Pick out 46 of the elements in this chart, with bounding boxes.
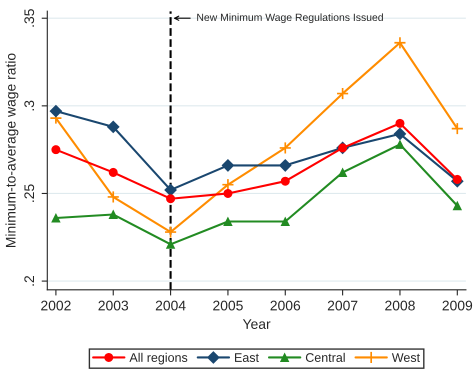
x-tick-label: 2003: [98, 300, 128, 310]
x-tick-label: 2005: [213, 300, 243, 310]
point: [223, 216, 232, 226]
point: [164, 184, 177, 196]
point: [336, 87, 350, 100]
y-tick-label: .25: [24, 184, 34, 202]
point: [51, 213, 60, 223]
y-tick-label: .2: [24, 276, 34, 286]
x-tick-label: 2007: [328, 300, 358, 310]
point: [450, 122, 464, 136]
x-tick-label: 2006: [270, 300, 300, 310]
point: [394, 128, 406, 140]
x-tick-label: 2008: [385, 300, 415, 310]
legend-label: West: [392, 353, 420, 362]
point: [278, 142, 292, 154]
x-tick-label: 2004: [156, 300, 186, 310]
point: [107, 120, 120, 134]
point: [108, 210, 118, 220]
x-tick-label: 2009: [442, 300, 472, 310]
point: [222, 159, 234, 172]
point: [164, 226, 177, 238]
y-tick-label: .35: [24, 9, 34, 27]
point: [280, 216, 290, 226]
point: [166, 240, 176, 249]
point: [279, 159, 292, 172]
point: [50, 104, 62, 118]
point: [223, 188, 232, 198]
y-axis-title: Minimum-to-average wage ratio: [5, 53, 18, 248]
point: [395, 118, 404, 128]
legend-label: All regions: [129, 352, 188, 364]
point: [394, 36, 406, 50]
point: [166, 194, 176, 204]
point: [108, 168, 118, 177]
point: [452, 201, 462, 210]
legend-label: Central: [306, 352, 345, 362]
x-axis-title: Year: [242, 319, 270, 329]
point: [338, 168, 348, 177]
x-tick-label: 2002: [41, 300, 71, 310]
ref-line-label: New Minimum Wage Regulations Issued: [197, 13, 383, 24]
point: [280, 176, 290, 186]
point: [222, 178, 234, 192]
point: [51, 145, 60, 154]
y-tick-label: .3: [24, 100, 34, 110]
point: [395, 140, 404, 149]
legend-label: East: [235, 353, 259, 362]
point: [106, 190, 120, 204]
